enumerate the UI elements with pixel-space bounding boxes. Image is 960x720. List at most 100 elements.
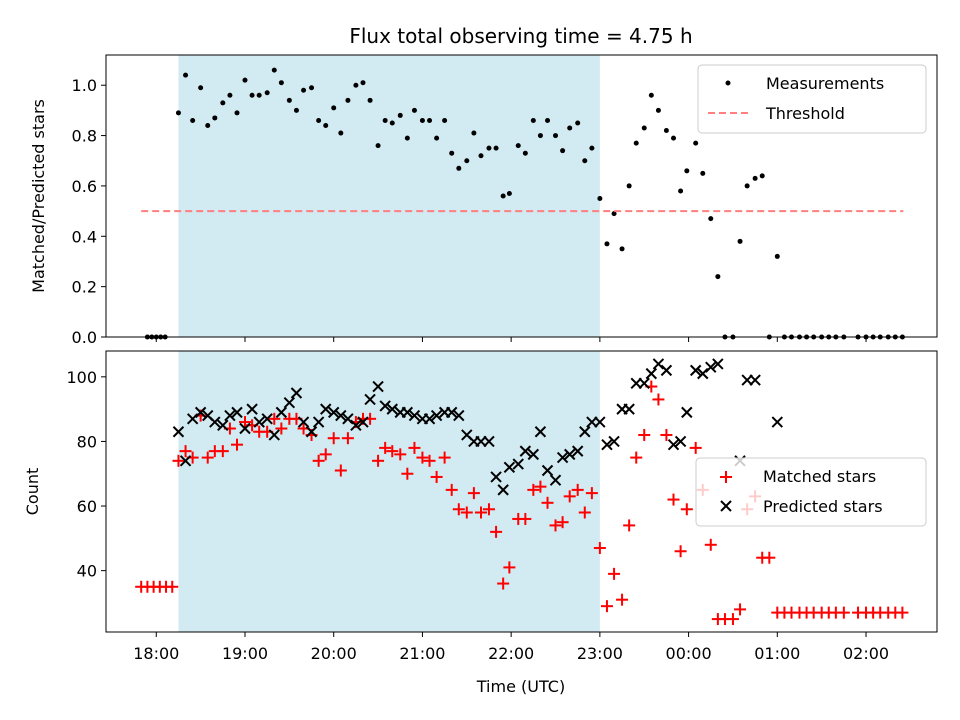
predicted-stars-point	[503, 461, 516, 473]
measurement-point	[633, 140, 639, 146]
measurement-point	[759, 173, 765, 179]
predicted-stars-point	[372, 380, 384, 393]
measurement-point	[522, 150, 528, 156]
measurement-point	[442, 117, 448, 123]
predicted-stars-point	[689, 364, 702, 377]
measurement-point	[309, 85, 315, 91]
top-panel: Flux total observing time = 4.75 h 0.00.…	[29, 24, 938, 347]
measurement-point	[663, 128, 669, 134]
predicted-stars-point	[594, 416, 606, 428]
matched-stars-point	[231, 438, 244, 451]
y-tick-label: 100	[66, 368, 97, 387]
matched-stars-point	[275, 422, 288, 435]
predicted-stars-point	[305, 426, 318, 438]
predicted-stars-point	[571, 445, 584, 457]
matched-stars-point	[319, 448, 332, 461]
matched-stars-point	[616, 593, 629, 606]
measurement-point	[345, 97, 351, 103]
matched-stars-point	[179, 445, 192, 458]
measurement-point	[611, 211, 617, 217]
predicted-stars-point	[697, 367, 709, 380]
predicted-stars-point	[261, 413, 273, 425]
measurement-point	[316, 117, 322, 123]
x-tick-label: 23:00	[577, 644, 623, 663]
matched-stars-point	[482, 503, 495, 516]
matched-stars-point	[704, 538, 717, 551]
measurement-point	[183, 72, 189, 78]
y-tick-label: 60	[77, 497, 97, 516]
measurement-point	[752, 175, 758, 181]
legend-measurements-label: Measurements	[766, 74, 884, 93]
measurement-point	[648, 92, 654, 98]
measurement-point	[589, 145, 595, 151]
x-tick-label: 00:00	[666, 644, 712, 663]
predicted-stars-point	[335, 409, 347, 422]
matched-stars-point	[593, 542, 606, 555]
measurement-point	[404, 135, 410, 141]
matched-stars-point	[689, 441, 702, 454]
predicted-stars-point	[290, 387, 303, 399]
y-tick-label: 0.4	[72, 227, 97, 246]
predicted-stars-point	[312, 416, 325, 428]
legend-measurements-marker	[725, 80, 731, 86]
matched-stars-point	[438, 451, 451, 464]
measurement-point	[338, 130, 344, 136]
predicted-stars-point	[408, 409, 421, 422]
measurement-point	[537, 133, 543, 139]
measurement-point	[655, 107, 661, 113]
matched-stars-point	[674, 545, 687, 558]
predicted-stars-point	[453, 409, 465, 422]
predicted-stars-point	[483, 435, 495, 448]
matched-stars-point	[268, 412, 281, 425]
bottom-data-marks	[135, 358, 909, 626]
measurement-point	[684, 168, 690, 174]
measurement-point	[515, 143, 521, 149]
measurement-point	[205, 123, 211, 128]
measurement-point	[493, 145, 499, 151]
predicted-stars-point	[446, 406, 458, 419]
matched-stars-point	[623, 519, 636, 532]
predicted-stars-point	[172, 426, 185, 438]
matched-stars-point	[563, 490, 576, 503]
matched-stars-point	[201, 451, 214, 464]
matched-stars-point	[660, 428, 673, 441]
predicted-stars-point	[623, 403, 635, 415]
matched-stars-point	[445, 483, 458, 496]
predicted-stars-point	[549, 474, 562, 486]
matched-stars-point	[386, 445, 399, 458]
predicted-stars-point	[579, 426, 591, 438]
matched-stars-point	[467, 487, 480, 500]
matched-stars-point	[460, 506, 473, 519]
x-tick-label: 19:00	[222, 644, 268, 663]
measurement-point	[530, 117, 536, 123]
matched-stars-point	[638, 428, 651, 441]
measurement-point	[360, 80, 366, 86]
y-tick-label: 40	[77, 562, 97, 581]
measurement-point	[175, 110, 181, 116]
measurement-point	[744, 183, 750, 189]
predicted-stars-point	[674, 435, 687, 448]
matched-stars-point	[527, 483, 540, 496]
matched-stars-point	[556, 516, 569, 529]
measurement-point	[212, 115, 218, 121]
matched-stars-point	[534, 480, 547, 493]
predicted-stars-point	[660, 364, 673, 377]
top-axis-ticks: 0.0 0.2 0.4 0.6 0.8 1.0	[72, 76, 867, 347]
measurement-point	[397, 112, 403, 118]
matched-stars-point	[519, 512, 532, 525]
measurement-point	[693, 140, 699, 146]
predicted-stars-point	[667, 438, 680, 451]
predicted-stars-point	[239, 422, 251, 435]
matched-stars-point	[578, 506, 591, 519]
bottom-panel: 18:00 19:00 20:00 21:00 22:00 23:00 00:00 01:00…	[23, 350, 938, 696]
predicted-stars-point	[534, 426, 547, 438]
legend-predicted-marker	[720, 500, 732, 512]
x-tick-label: 18:00	[133, 644, 179, 663]
measurement-point	[353, 82, 359, 88]
predicted-stars-point	[430, 409, 443, 422]
matched-stars-point	[837, 606, 850, 619]
measurement-point	[242, 77, 248, 83]
measurement-point	[575, 120, 581, 126]
matched-stars-point	[652, 393, 665, 406]
predicted-stars-point	[186, 413, 199, 425]
